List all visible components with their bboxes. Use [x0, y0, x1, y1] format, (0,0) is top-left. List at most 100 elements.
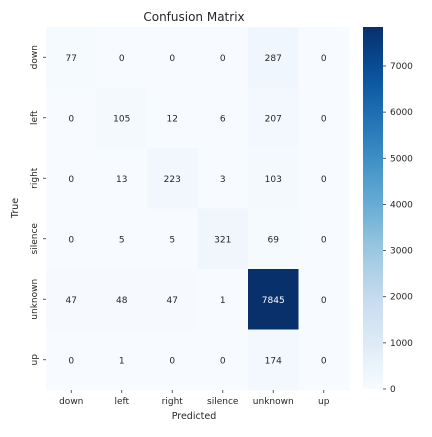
heatmap-cell [298, 208, 350, 270]
heatmap-cell [197, 27, 249, 88]
heatmap-cell [46, 329, 97, 391]
cell-value-label: 0 [68, 235, 74, 245]
y-tick-label: left [30, 110, 40, 125]
heatmap-cell [298, 148, 350, 209]
chart-title: Confusion Matrix [143, 10, 244, 24]
y-axis-ticks: down left right silence unknown up [30, 45, 46, 365]
cell-value-label: 6 [220, 114, 226, 124]
heatmap-cell [147, 27, 198, 88]
colorbar-tick-label: 5000 [390, 154, 413, 164]
heatmap-cell [248, 208, 299, 270]
heatmap-cell [96, 27, 148, 88]
colorbar-tick-label: 2000 [390, 293, 413, 303]
cell-value-label: 12 [167, 114, 178, 124]
cell-value-label: 0 [321, 54, 327, 64]
heatmap-cell [46, 148, 97, 209]
heatmap-cell [147, 329, 198, 391]
cell-value-label: 5 [169, 235, 175, 245]
colorbar-tick-label: 7000 [390, 62, 413, 72]
heatmap-cell [298, 329, 350, 391]
y-tick-label: right [30, 167, 40, 189]
cell-value-label: 1 [119, 356, 125, 366]
heatmap-cell [248, 269, 299, 330]
heatmap-cell [248, 87, 299, 149]
x-tick-label: right [162, 397, 184, 407]
cell-value-label: 0 [220, 356, 226, 366]
cell-value-label: 47 [167, 296, 178, 306]
cell-value-label: 48 [116, 296, 128, 306]
cell-value-label: 13 [116, 175, 127, 185]
cell-value-label: 1 [220, 296, 226, 306]
cell-value-label: 321 [214, 235, 231, 245]
x-tick-label: down [59, 397, 83, 407]
colorbar-tick-label: 0 [390, 385, 396, 395]
cell-value-label: 0 [68, 175, 74, 185]
cell-value-label: 0 [169, 356, 175, 366]
colorbar-tick-label: 3000 [390, 247, 413, 257]
cell-value-label: 174 [265, 356, 282, 366]
heatmap-cell [96, 208, 148, 270]
heatmap-cell [248, 148, 299, 209]
cell-value-label: 207 [265, 114, 282, 124]
heatmap-cell [96, 329, 148, 391]
x-tick-label: up [318, 397, 330, 407]
colorbar-ticks: 0 1000 2000 3000 4000 5000 6000 7000 [383, 62, 413, 395]
cell-value-label: 287 [265, 54, 282, 64]
y-tick-label: up [30, 354, 40, 366]
x-axis-ticks: down left right silence unknown up [59, 390, 330, 407]
heatmap-cell [248, 329, 299, 391]
heatmap-cells: 77 0 0 0 287 0 0 105 12 6 207 0 0 13 223 3 103 0 0 5 5 321 69 0… [46, 27, 350, 391]
heatmap-cell [147, 87, 198, 149]
cell-value-label: 103 [265, 175, 282, 185]
heatmap-cell [298, 27, 350, 88]
cell-value-label: 0 [321, 175, 327, 185]
heatmap-cell [197, 87, 249, 149]
cell-value-label: 0 [119, 54, 125, 64]
heatmap-cell [96, 148, 148, 209]
cell-value-label: 0 [169, 54, 175, 64]
cell-value-label: 7845 [262, 296, 285, 306]
heatmap-cell [147, 208, 198, 270]
cell-value-label: 0 [68, 114, 74, 124]
heatmap-cell [298, 87, 350, 149]
heatmap-cell [298, 269, 350, 330]
heatmap-cell [248, 27, 299, 88]
cell-value-label: 3 [220, 175, 226, 185]
cell-value-label: 0 [321, 235, 327, 245]
y-axis-label: True [10, 198, 21, 219]
x-tick-label: silence [207, 397, 239, 407]
x-axis-label: Predicted [172, 411, 217, 422]
cell-value-label: 0 [321, 114, 327, 124]
heatmap-cell [197, 208, 249, 270]
cell-value-label: 0 [220, 54, 226, 64]
cell-value-label: 0 [321, 356, 327, 366]
x-tick-label: unknown [253, 397, 294, 407]
cell-value-label: 223 [164, 175, 181, 185]
heatmap-cell [46, 208, 97, 270]
cell-value-label: 47 [66, 296, 77, 306]
cell-value-label: 5 [119, 235, 125, 245]
y-tick-label: down [30, 45, 40, 69]
heatmap-cell [96, 87, 148, 149]
cell-value-label: 0 [321, 296, 327, 306]
heatmap-cell [147, 148, 198, 209]
heatmap-cell [197, 269, 249, 330]
heatmap-cell [46, 27, 97, 88]
y-tick-label: silence [30, 223, 40, 255]
colorbar-tick-label: 6000 [390, 108, 413, 118]
heatmap-cell [197, 329, 249, 391]
cell-value-label: 69 [268, 235, 280, 245]
colorbar [363, 27, 383, 389]
x-tick-label: left [114, 397, 129, 407]
y-tick-label: unknown [30, 279, 40, 320]
heatmap-cell [46, 269, 97, 330]
cell-value-label: 0 [68, 356, 74, 366]
heatmap-cell [96, 269, 148, 330]
cell-value-label: 77 [66, 54, 77, 64]
heatmap-cell [147, 269, 198, 330]
heatmap-cell [46, 87, 97, 149]
colorbar-tick-label: 4000 [390, 200, 413, 210]
colorbar-tick-label: 1000 [390, 339, 413, 349]
